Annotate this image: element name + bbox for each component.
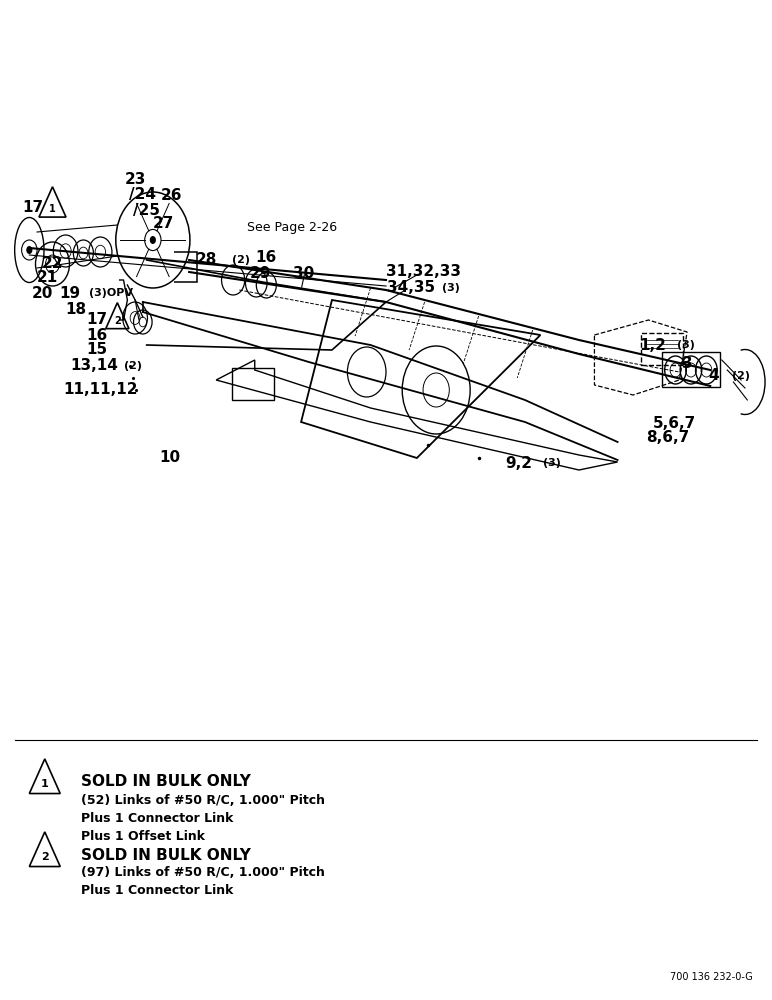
Text: (3): (3): [543, 458, 560, 468]
Text: 5,6,7: 5,6,7: [652, 416, 696, 430]
Text: 27: 27: [153, 217, 174, 232]
Bar: [641, 333, 683, 365]
Text: SOLD IN BULK ONLY: SOLD IN BULK ONLY: [81, 848, 251, 862]
Bar: [662, 352, 720, 387]
Text: 30: 30: [293, 265, 314, 280]
Text: 31,32,33: 31,32,33: [385, 264, 461, 279]
Text: (3): (3): [677, 340, 695, 350]
Text: 23: 23: [124, 172, 146, 188]
Text: 1: 1: [41, 779, 49, 789]
Text: 28: 28: [196, 252, 218, 267]
Text: 11,11,12: 11,11,12: [63, 382, 137, 397]
Text: 3: 3: [682, 357, 692, 371]
Text: 21: 21: [37, 270, 59, 286]
Text: 13,14: 13,14: [70, 359, 118, 373]
Text: (3)OPV: (3)OPV: [89, 288, 133, 298]
Bar: [232, 368, 274, 400]
Text: Plus 1 Connector Link: Plus 1 Connector Link: [81, 812, 233, 824]
Text: 700 136 232-0-G: 700 136 232-0-G: [670, 972, 753, 982]
Text: 16: 16: [86, 328, 108, 342]
Text: See Page 2-26: See Page 2-26: [247, 221, 337, 233]
Text: 4: 4: [709, 368, 720, 383]
Text: 2: 2: [41, 852, 49, 862]
Text: 26: 26: [161, 188, 182, 202]
Text: 22: 22: [42, 255, 63, 270]
Text: 18: 18: [65, 302, 86, 316]
Text: (97) Links of #50 R/C, 1.000" Pitch: (97) Links of #50 R/C, 1.000" Pitch: [81, 866, 325, 880]
Text: 1: 1: [49, 204, 56, 214]
Text: 19: 19: [59, 286, 80, 300]
Text: Plus 1 Offset Link: Plus 1 Offset Link: [81, 830, 205, 842]
Text: (3): (3): [442, 283, 459, 293]
Text: 17: 17: [22, 200, 43, 215]
Text: SOLD IN BULK ONLY: SOLD IN BULK ONLY: [81, 774, 251, 790]
Circle shape: [150, 236, 156, 244]
Text: 9,2: 9,2: [506, 456, 532, 471]
Text: 1,2: 1,2: [639, 338, 665, 353]
Text: 29: 29: [250, 265, 272, 280]
Text: (2): (2): [232, 255, 249, 265]
Text: (52) Links of #50 R/C, 1.000" Pitch: (52) Links of #50 R/C, 1.000" Pitch: [81, 794, 325, 806]
Text: /24: /24: [130, 188, 156, 202]
Text: /25: /25: [134, 202, 160, 218]
Text: 16: 16: [256, 250, 277, 265]
Text: 34,35: 34,35: [388, 280, 435, 296]
Text: (2): (2): [124, 361, 141, 371]
Text: 8,6,7: 8,6,7: [646, 430, 689, 446]
Circle shape: [26, 246, 32, 254]
Text: 17: 17: [86, 312, 108, 328]
Text: 10: 10: [159, 450, 181, 464]
Text: 2: 2: [114, 316, 120, 326]
Text: (2): (2): [732, 371, 750, 381]
Text: Plus 1 Connector Link: Plus 1 Connector Link: [81, 884, 233, 898]
Text: 15: 15: [86, 342, 108, 358]
Text: 20: 20: [32, 286, 53, 300]
